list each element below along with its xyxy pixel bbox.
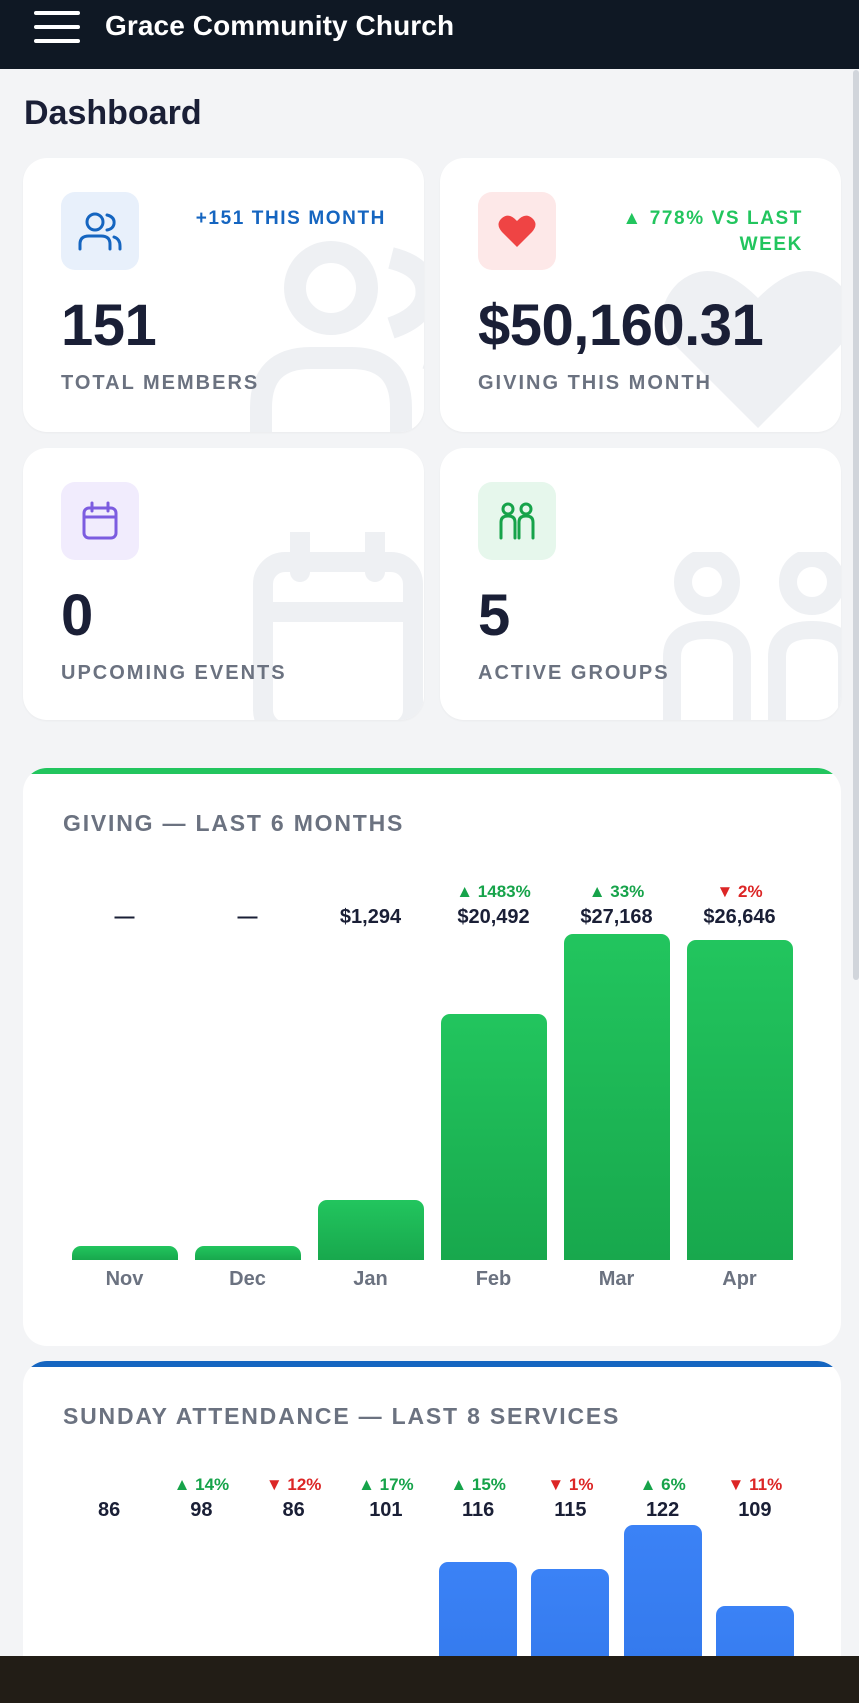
attendance-value-label: 115 xyxy=(554,1499,587,1521)
people-icon xyxy=(478,482,556,560)
giving-value-label: — xyxy=(237,906,258,928)
attendance-value-label: 86 xyxy=(282,1499,305,1521)
attendance-value-label: 109 xyxy=(738,1499,772,1521)
giving-value: $50,160.31 xyxy=(478,293,764,358)
app-title: Grace Community Church xyxy=(105,10,455,41)
giving-bar-jan xyxy=(317,1200,424,1260)
giving-label: GIVING THIS MONTH xyxy=(478,372,712,394)
giving-change-label: ▼ 2% xyxy=(716,882,763,901)
calendar-icon xyxy=(61,482,139,560)
giving-value-label: $1,294 xyxy=(339,906,402,928)
giving-bar-mar xyxy=(563,934,670,1260)
app-header: Grace Community Church xyxy=(0,0,859,69)
attendance-change-label: ▲ 14% xyxy=(173,1475,230,1494)
giving-bar-dec xyxy=(194,1246,301,1260)
attendance-chart-title: SUNDAY ATTENDANCE — LAST 8 SERVICES xyxy=(63,1403,621,1429)
giving-category-label: Mar xyxy=(598,1268,635,1290)
events-value: 0 xyxy=(61,583,93,648)
page-title: Dashboard xyxy=(24,94,202,132)
stat-card-giving[interactable]: ▲ 778% VS LAST WEEK $50,160.31 GIVING TH… xyxy=(440,158,841,432)
attendance-chart-card: SUNDAY ATTENDANCE — LAST 8 SERVICES 86 98… xyxy=(23,1361,841,1681)
giving-bar-nov xyxy=(71,1246,178,1260)
users-watermark-icon xyxy=(250,241,424,432)
giving-value-label: $20,492 xyxy=(457,906,530,928)
giving-bar-apr xyxy=(686,940,793,1260)
attendance-chart-accent xyxy=(23,1361,841,1367)
giving-category-label: Feb xyxy=(475,1268,512,1290)
giving-change-label: ▲ 33% xyxy=(588,882,645,901)
giving-category-label: Apr xyxy=(722,1268,757,1290)
giving-change-label: ▲ 1483% xyxy=(456,882,531,901)
calendar-watermark-icon xyxy=(253,532,423,720)
giving-chart-card: GIVING — LAST 6 MONTHS — Nov — Dec $1,294 Jan… xyxy=(23,768,841,1346)
attendance-value-label: 98 xyxy=(190,1499,213,1521)
giving-category-label: Dec xyxy=(229,1268,266,1290)
attendance-change-label: ▼ 11% xyxy=(727,1475,783,1494)
giving-bar-feb xyxy=(440,1014,547,1260)
groups-label: ACTIVE GROUPS xyxy=(478,662,670,684)
giving-value-label: $27,168 xyxy=(580,906,653,928)
attendance-value-label: 101 xyxy=(369,1499,403,1521)
attendance-change-label: ▼ 12% xyxy=(265,1475,322,1494)
giving-value-label: $26,646 xyxy=(703,906,776,928)
members-label: TOTAL MEMBERS xyxy=(61,372,260,394)
giving-chart-title: GIVING — LAST 6 MONTHS xyxy=(63,810,405,836)
users-icon xyxy=(61,192,139,270)
people-watermark-icon xyxy=(663,552,841,720)
giving-value-label: — xyxy=(114,906,135,928)
giving-trend: ▲ 778% VS LAST WEEK xyxy=(622,206,803,258)
attendance-change-label: ▼ 1% xyxy=(547,1475,594,1494)
stat-card-events[interactable]: 0 UPCOMING EVENTS xyxy=(23,448,424,720)
members-value: 151 xyxy=(61,293,157,358)
attendance-value-label: 86 xyxy=(98,1499,121,1521)
system-nav-bar xyxy=(0,1656,859,1703)
heart-watermark-icon xyxy=(663,271,841,428)
heart-icon xyxy=(478,192,556,270)
events-label: UPCOMING EVENTS xyxy=(61,662,287,684)
menu-icon[interactable] xyxy=(34,10,80,44)
attendance-bar xyxy=(623,1525,702,1681)
attendance-value-label: 122 xyxy=(645,1499,680,1521)
giving-trend-line1: ▲ 778% VS LAST xyxy=(622,208,803,229)
giving-category-label: Jan xyxy=(353,1268,388,1290)
giving-trend-line2: WEEK xyxy=(739,234,803,255)
scrollbar[interactable] xyxy=(853,70,859,980)
groups-value: 5 xyxy=(478,583,510,648)
members-trend: +151 THIS MONTH xyxy=(195,208,386,229)
attendance-change-label: ▲ 6% xyxy=(639,1475,686,1494)
attendance-value-label: 116 xyxy=(461,1499,495,1521)
attendance-change-label: ▲ 15% xyxy=(450,1475,506,1494)
giving-category-label: Nov xyxy=(105,1268,144,1290)
attendance-change-label: ▲ 17% xyxy=(358,1475,414,1494)
stat-card-members[interactable]: +151 THIS MONTH 151 TOTAL MEMBERS xyxy=(23,158,424,432)
giving-chart-accent xyxy=(23,768,841,774)
stat-card-groups[interactable]: 5 ACTIVE GROUPS xyxy=(440,448,841,720)
